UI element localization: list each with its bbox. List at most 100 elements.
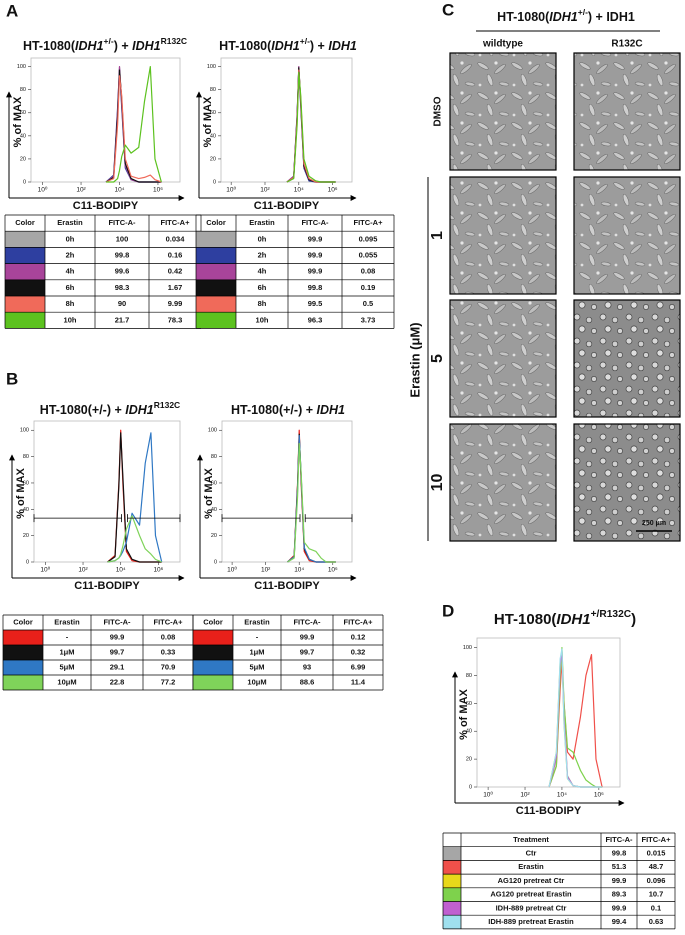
table-cell: 1.67 bbox=[168, 283, 183, 292]
table-cell: 0.055 bbox=[359, 250, 378, 259]
x-tick-label: 10² bbox=[78, 567, 88, 574]
micrograph bbox=[573, 52, 681, 171]
table-header: Color bbox=[203, 617, 223, 626]
color-swatch bbox=[443, 860, 461, 875]
y-tick-label: 0 bbox=[26, 559, 29, 565]
x-tick-label: 10² bbox=[260, 187, 270, 194]
title-part: IDH1 bbox=[125, 403, 154, 417]
table-header: Erastin bbox=[244, 617, 270, 626]
color-swatch bbox=[196, 231, 236, 248]
panel-letter: D bbox=[442, 601, 454, 620]
table-header: FITC-A+ bbox=[154, 617, 184, 626]
color-swatch bbox=[196, 296, 236, 313]
panel-title: HT-1080(IDH1+/-) + IDH1 bbox=[497, 7, 635, 24]
table-cell: 3.73 bbox=[361, 315, 376, 324]
column-label: wildtype bbox=[482, 39, 523, 50]
table-cell: 100 bbox=[116, 234, 129, 243]
table-cell: 0h bbox=[258, 234, 267, 243]
micrograph bbox=[449, 52, 557, 171]
y-tick-label: 40 bbox=[211, 507, 217, 513]
table-cell: 99.9 bbox=[300, 632, 315, 641]
y-axis-label: % of MAX bbox=[458, 688, 470, 739]
row-label: DMSO bbox=[433, 96, 444, 126]
table-header: FITC-A- bbox=[605, 835, 633, 844]
x-tick-label: 10⁶ bbox=[328, 567, 338, 574]
table-cell: 10h bbox=[64, 315, 77, 324]
table-header: Color bbox=[206, 218, 226, 227]
panel-letter: A bbox=[6, 1, 18, 20]
row-label: 5 bbox=[429, 354, 446, 363]
panel-letter: B bbox=[6, 369, 18, 388]
table-cell: 99.6 bbox=[115, 267, 130, 276]
table-cell: 90 bbox=[118, 299, 126, 308]
color-swatch bbox=[193, 660, 233, 675]
table-header: FITC-A- bbox=[108, 218, 136, 227]
plot-frame bbox=[221, 420, 353, 563]
color-swatch bbox=[443, 901, 461, 916]
color-swatch bbox=[3, 675, 43, 690]
table-cell: 98.3 bbox=[115, 283, 130, 292]
title-part: IDH1 bbox=[132, 39, 161, 53]
panel-letter: C bbox=[442, 0, 454, 19]
histogram-line bbox=[107, 432, 162, 563]
panel-title: HT-1080(+/-) + IDH1 bbox=[231, 403, 345, 417]
y-tick-label: 40 bbox=[466, 729, 472, 735]
panel-title: HT-1080(+/-) + IDH1R132C bbox=[40, 400, 180, 417]
table-cell: 48.7 bbox=[649, 862, 664, 871]
table-cell: 22.8 bbox=[110, 677, 125, 686]
x-tick-label: 10⁴ bbox=[294, 567, 304, 574]
panel-title: HT-1080(IDH1+/R132C) bbox=[494, 609, 636, 628]
micrograph bbox=[573, 176, 681, 295]
title-part: HT-1080(+/-) + bbox=[40, 403, 125, 417]
color-swatch bbox=[193, 630, 233, 645]
color-swatch bbox=[5, 231, 45, 248]
table-header: FITC-A+ bbox=[344, 617, 374, 626]
title-part: HT-1080(+/-) + bbox=[231, 403, 316, 417]
table-cell: 8h bbox=[66, 299, 75, 308]
histogram-line bbox=[548, 653, 603, 788]
x-tick-label: 10⁶ bbox=[153, 567, 163, 574]
y-tick-label: 20 bbox=[211, 533, 217, 539]
table-cell: Erastin bbox=[518, 862, 544, 871]
table-cell: 10.7 bbox=[649, 890, 664, 899]
color-swatch bbox=[3, 660, 43, 675]
x-tick-label: 10⁶ bbox=[328, 187, 338, 194]
table-cell: 0.12 bbox=[351, 632, 366, 641]
y-axis-label: % of MAX bbox=[15, 467, 27, 518]
table-cell: 1μM bbox=[59, 647, 74, 656]
table-header: Color bbox=[13, 617, 33, 626]
table-cell: 99.9 bbox=[612, 876, 627, 885]
micrograph bbox=[573, 423, 681, 542]
title-part: +/R132C bbox=[591, 609, 632, 620]
title-part: HT-1080( bbox=[219, 39, 272, 53]
color-swatch bbox=[443, 874, 461, 888]
table-cell: 51.3 bbox=[612, 862, 627, 871]
table-cell: 0h bbox=[66, 234, 75, 243]
y-tick-label: 60 bbox=[23, 480, 29, 486]
title-part: ) + bbox=[114, 39, 132, 53]
color-swatch bbox=[196, 312, 236, 329]
y-tick-label: 80 bbox=[210, 87, 216, 93]
x-tick-label: 10⁰ bbox=[483, 791, 493, 799]
plot-frame bbox=[33, 420, 181, 563]
table-cell: 0.015 bbox=[647, 849, 666, 858]
table-cell: 10μM bbox=[247, 677, 266, 686]
row-label: 1 bbox=[429, 231, 446, 240]
x-axis-label: C11-BODIPY bbox=[254, 200, 320, 212]
table-cell: 99.9 bbox=[612, 903, 627, 912]
table-cell: 6h bbox=[66, 283, 75, 292]
x-axis-label: C11-BODIPY bbox=[516, 805, 582, 817]
x-tick-label: 10⁰ bbox=[226, 186, 236, 194]
title-part: ) + bbox=[310, 39, 328, 53]
color-swatch bbox=[443, 887, 461, 902]
x-tick-label: 10⁴ bbox=[116, 567, 126, 574]
table-cell: 93 bbox=[303, 662, 311, 671]
table-cell: 2h bbox=[258, 250, 267, 259]
title-part: R132C bbox=[161, 36, 187, 46]
table-header: FITC-A+ bbox=[161, 218, 191, 227]
color-swatch bbox=[443, 915, 461, 929]
table-cell: 0.63 bbox=[649, 917, 664, 926]
table-cell: 99.9 bbox=[110, 632, 125, 641]
table-cell: 88.6 bbox=[300, 677, 315, 686]
y-tick-label: 40 bbox=[20, 133, 26, 139]
